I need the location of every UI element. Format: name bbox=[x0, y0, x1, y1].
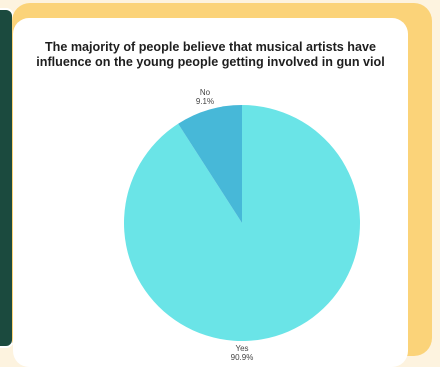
slice-label-no-name: No bbox=[200, 88, 211, 97]
slice-label-no-value: 9.1% bbox=[196, 97, 214, 106]
pie-slice-no bbox=[178, 105, 242, 223]
pie-slice-yes bbox=[123, 105, 360, 342]
slice-label-no: No 9.1% bbox=[196, 88, 214, 106]
slice-label-yes-name: Yes bbox=[235, 344, 248, 353]
chart-card: The majority of people believe that musi… bbox=[13, 18, 408, 367]
slice-label-yes-value: 90.9% bbox=[231, 353, 254, 362]
chart-title-line-2: influence on the young people getting in… bbox=[36, 55, 385, 69]
pie-chart: Yes 90.9% No 9.1% bbox=[123, 88, 360, 362]
slice-label-yes: Yes 90.9% bbox=[231, 344, 254, 362]
chart-title-line-1: The majority of people believe that musi… bbox=[44, 40, 377, 54]
pie-slices bbox=[123, 105, 360, 342]
chart-title: The majority of people believe that musi… bbox=[13, 40, 408, 70]
